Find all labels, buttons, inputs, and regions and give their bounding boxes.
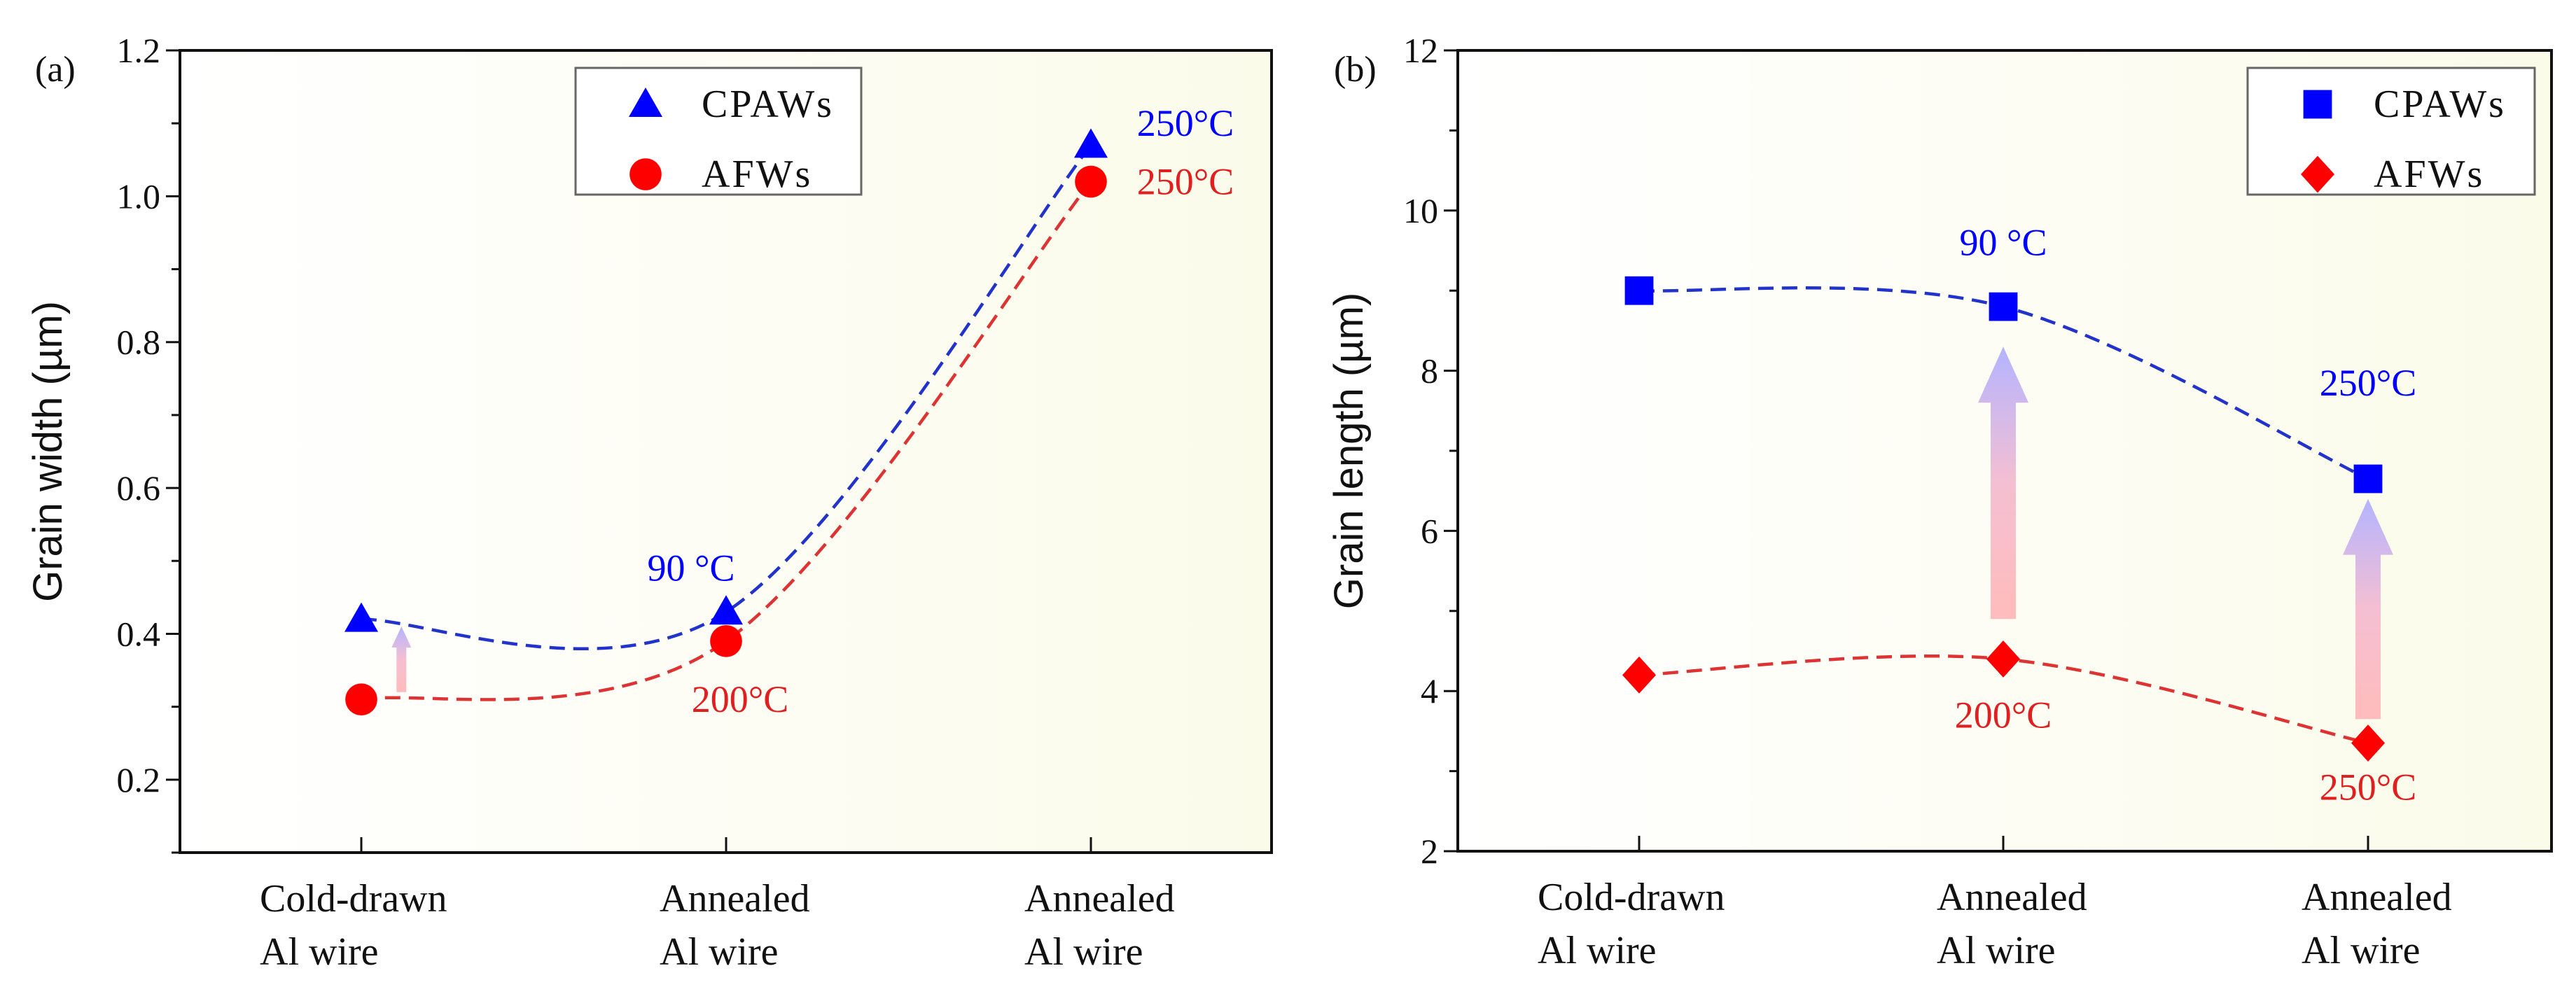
y-tick-label: 0.2: [117, 760, 161, 799]
x-tick-label-line2: Al wire: [660, 930, 779, 974]
panel-b-grain-length: 2 4 6 8 10 12 Cold-drawn Al wire Annealed Al wire…: [1326, 31, 2553, 972]
legend-label: AFWs: [2374, 153, 2484, 196]
afws-point: [1622, 656, 1656, 694]
temperature-annotation: 250°C: [2320, 362, 2417, 404]
legend-label: CPAWs: [2374, 83, 2506, 126]
cpaws-point: [2353, 464, 2383, 493]
x-tick-label-line1: Annealed: [660, 877, 810, 920]
x-tick-label-line1: Annealed: [1024, 877, 1175, 920]
x-tick-label-line1: Annealed: [2302, 876, 2452, 919]
x-tick-label-line2: Al wire: [2302, 929, 2421, 972]
y-tick-label: 1.0: [117, 176, 161, 216]
y-tick-label: 0.4: [117, 614, 161, 653]
cpaws-fit-line: [361, 144, 1092, 650]
x-tick-label-line1: Annealed: [1937, 876, 2087, 919]
y-tick-label: 4: [1421, 671, 1438, 710]
x-tick-label-line2: Al wire: [1538, 929, 1657, 972]
temperature-annotation: 250°C: [1137, 161, 1234, 203]
temperature-annotation: 90 °C: [1959, 222, 2047, 264]
plot-frame: [1456, 49, 2553, 853]
y-tick-label: 6: [1421, 511, 1438, 550]
legend-marker-icon: [629, 88, 662, 117]
y-tick-label: 0.8: [117, 323, 161, 362]
temperature-annotation: 90 °C: [647, 547, 734, 589]
transition-arrow: [1978, 346, 2028, 620]
legend-marker-icon: [629, 158, 662, 190]
y-tick-label: 12: [1403, 31, 1438, 70]
afws-point: [2351, 724, 2385, 762]
afws-point: [1075, 165, 1107, 198]
temperature-annotation: 200°C: [692, 678, 789, 720]
plot-frame: [179, 49, 1273, 854]
cpaws-point: [709, 595, 743, 625]
legend: CPAWs AFWs: [2246, 66, 2536, 196]
temperature-annotation: 250°C: [1137, 102, 1234, 144]
panel-a-grain-width: 0.2 0.4 0.6 0.8 1.0 1.2 Cold-drawn Al wire Annea…: [25, 31, 1273, 974]
cpaws-point: [344, 602, 378, 632]
x-tick-label-line2: Al wire: [1937, 929, 2056, 972]
afws-point: [710, 625, 742, 657]
legend-marker-icon: [2303, 90, 2332, 119]
x-tick-label-line1: Cold-drawn: [260, 877, 447, 920]
afws-point: [345, 683, 377, 716]
transition-arrow: [2343, 498, 2393, 720]
transition-arrow: [391, 626, 412, 692]
afws-fit-line: [361, 181, 1092, 701]
x-tick-label-line1: Cold-drawn: [1538, 876, 1725, 919]
afws-point: [1986, 640, 2020, 678]
x-tick-label-line2: Al wire: [260, 930, 379, 974]
cpaws-point: [1624, 276, 1654, 305]
legend-label: AFWs: [702, 153, 812, 196]
y-tick-label: 2: [1421, 832, 1438, 871]
y-tick-label: 1.2: [117, 31, 161, 70]
y-tick-label: 10: [1403, 191, 1438, 230]
y-axis-title: Grain length (µm): [1326, 293, 1372, 609]
x-tick-label-line2: Al wire: [1024, 930, 1143, 974]
y-tick-label: 8: [1421, 351, 1438, 391]
y-tick-label: 0.6: [117, 468, 161, 507]
legend: CPAWs AFWs: [574, 66, 863, 196]
panel-label: (a): [35, 50, 76, 90]
cpaws-point: [1074, 128, 1108, 158]
y-axis-title: Grain width (µm): [25, 301, 71, 602]
legend-marker-icon: [2301, 155, 2334, 193]
panel-label: (b): [1334, 50, 1377, 90]
legend-label: CPAWs: [702, 83, 834, 126]
temperature-annotation: 200°C: [1955, 694, 2052, 736]
legend-box: [2246, 66, 2536, 196]
temperature-annotation: 250°C: [2320, 766, 2417, 808]
legend-box: [574, 66, 863, 196]
cpaws-point: [1989, 292, 2018, 321]
